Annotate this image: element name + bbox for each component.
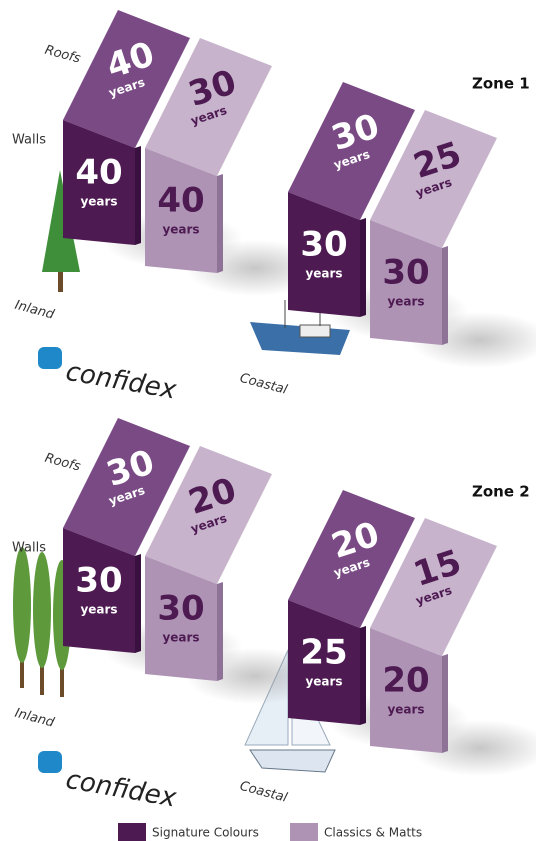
legend-swatch <box>290 823 318 841</box>
brand-logo <box>38 347 62 369</box>
roofs-label: Roofs <box>43 43 82 67</box>
zone-title: Zone 2 <box>472 483 530 501</box>
side-face <box>217 174 223 273</box>
side-face <box>442 654 448 753</box>
wall-years: 30 <box>157 589 204 629</box>
site-label: Inland <box>13 706 56 731</box>
years-label: years <box>305 267 342 281</box>
side-face <box>135 146 141 245</box>
legend-label: Classics & Matts <box>324 826 422 840</box>
side-face <box>442 246 448 345</box>
wall-years: 30 <box>75 561 122 601</box>
infographic: Signature Colours Classics & Matts Zone … <box>0 0 536 841</box>
side-face <box>360 218 366 317</box>
years-label: years <box>80 603 117 617</box>
zone-title: Zone 1 <box>472 75 530 93</box>
wall-years: 25 <box>300 633 347 673</box>
side-face <box>360 626 366 725</box>
wall-years: 30 <box>300 225 347 265</box>
side-face <box>217 582 223 681</box>
brand: confidex <box>63 765 178 814</box>
brand-logo <box>38 751 62 773</box>
tree-trunk <box>58 270 63 292</box>
walls-label: Walls <box>12 133 46 148</box>
trees <box>13 547 71 697</box>
side-face <box>135 554 141 653</box>
brand: confidex <box>63 357 178 406</box>
legend-swatch <box>118 823 146 841</box>
roofs-label: Roofs <box>43 451 82 475</box>
years-label: years <box>162 631 199 645</box>
wall-years: 40 <box>157 181 204 221</box>
site-label: Inland <box>13 298 56 323</box>
wall-years: 40 <box>75 153 122 193</box>
site-label: Coastal <box>238 371 289 398</box>
years-label: years <box>387 703 424 717</box>
years-label: years <box>162 223 199 237</box>
walls-label: Walls <box>12 541 46 556</box>
wall-years: 20 <box>382 661 429 701</box>
site-label: Coastal <box>238 779 289 806</box>
years-label: years <box>80 195 117 209</box>
years-label: years <box>305 675 342 689</box>
legend-label: Signature Colours <box>152 826 259 840</box>
wall-years: 30 <box>382 253 429 293</box>
years-label: years <box>387 295 424 309</box>
